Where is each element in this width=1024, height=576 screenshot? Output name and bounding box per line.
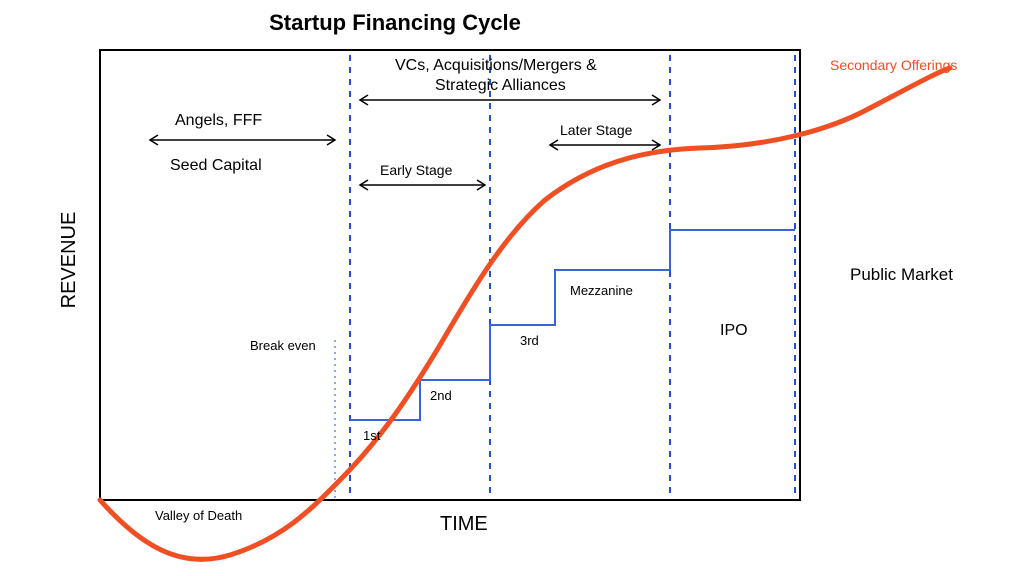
seed-label: Seed Capital	[170, 157, 262, 174]
x-axis-label: TIME	[440, 513, 488, 535]
first-label: 1st	[363, 428, 381, 443]
vc-label2: Strategic Alliances	[435, 77, 566, 94]
mezz-label: Mezzanine	[570, 283, 633, 298]
breakeven-label: Break even	[250, 338, 316, 353]
vc-label1: VCs, Acquisitions/Mergers &	[395, 57, 597, 74]
revenue-curve	[100, 68, 950, 559]
third-label: 3rd	[520, 333, 539, 348]
valley-label: Valley of Death	[155, 508, 242, 523]
later-label: Later Stage	[560, 122, 633, 138]
public-label: Public Market	[850, 265, 953, 284]
ipo-label: IPO	[720, 322, 748, 339]
chart-title: Startup Financing Cycle	[269, 10, 521, 35]
early-label: Early Stage	[380, 162, 453, 178]
chart-root: Startup Financing Cycle TIME REVENUE Angels…	[0, 0, 1024, 576]
y-axis-label: REVENUE	[58, 212, 80, 309]
second-label: 2nd	[430, 388, 452, 403]
angels-label: Angels, FFF	[175, 112, 262, 129]
chart-svg: Startup Financing Cycle TIME REVENUE Angels…	[0, 0, 1024, 576]
secondary-label: Secondary Offerings	[830, 57, 957, 73]
